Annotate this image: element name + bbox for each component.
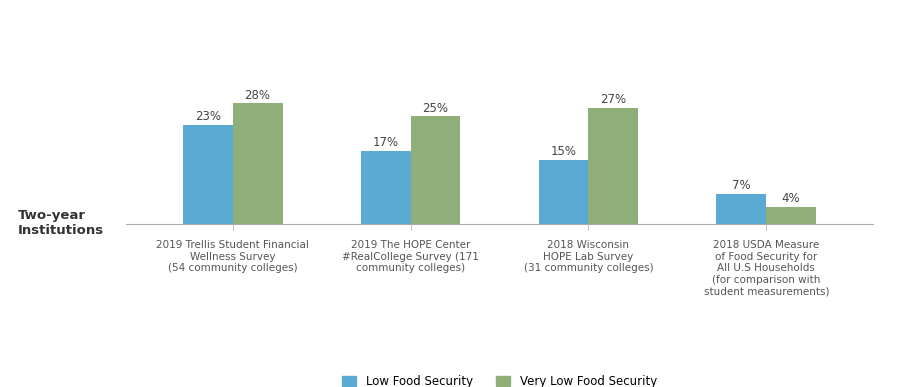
- Bar: [361, 151, 410, 224]
- Bar: [233, 103, 283, 224]
- Text: 4%: 4%: [782, 192, 800, 205]
- Text: Two-year
Institutions: Two-year Institutions: [18, 209, 104, 237]
- Text: 2019 Trellis Student Financial
Wellness Survey
(54 community colleges): 2019 Trellis Student Financial Wellness …: [157, 240, 310, 273]
- Text: 27%: 27%: [600, 93, 626, 106]
- Text: 17%: 17%: [373, 136, 399, 149]
- Bar: [183, 125, 233, 224]
- Legend: Low Food Security, Very Low Food Security: Low Food Security, Very Low Food Securit…: [342, 375, 657, 387]
- Text: 2019 The HOPE Center
#RealCollege Survey (171
community colleges): 2019 The HOPE Center #RealCollege Survey…: [342, 240, 479, 273]
- Text: 7%: 7%: [732, 180, 751, 192]
- Bar: [410, 116, 461, 224]
- Text: 15%: 15%: [551, 145, 577, 158]
- Text: 2018 USDA Measure
of Food Security for
All U.S Households
(for comparison with
s: 2018 USDA Measure of Food Security for A…: [704, 240, 829, 296]
- Text: 2018 Wisconsin
HOPE Lab Survey
(31 community colleges): 2018 Wisconsin HOPE Lab Survey (31 commu…: [524, 240, 653, 273]
- Bar: [716, 194, 766, 224]
- Bar: [766, 207, 816, 224]
- Bar: [538, 159, 589, 224]
- Text: 23%: 23%: [194, 110, 220, 123]
- Text: 28%: 28%: [245, 89, 271, 102]
- Bar: [589, 108, 638, 224]
- Text: 25%: 25%: [422, 102, 448, 115]
